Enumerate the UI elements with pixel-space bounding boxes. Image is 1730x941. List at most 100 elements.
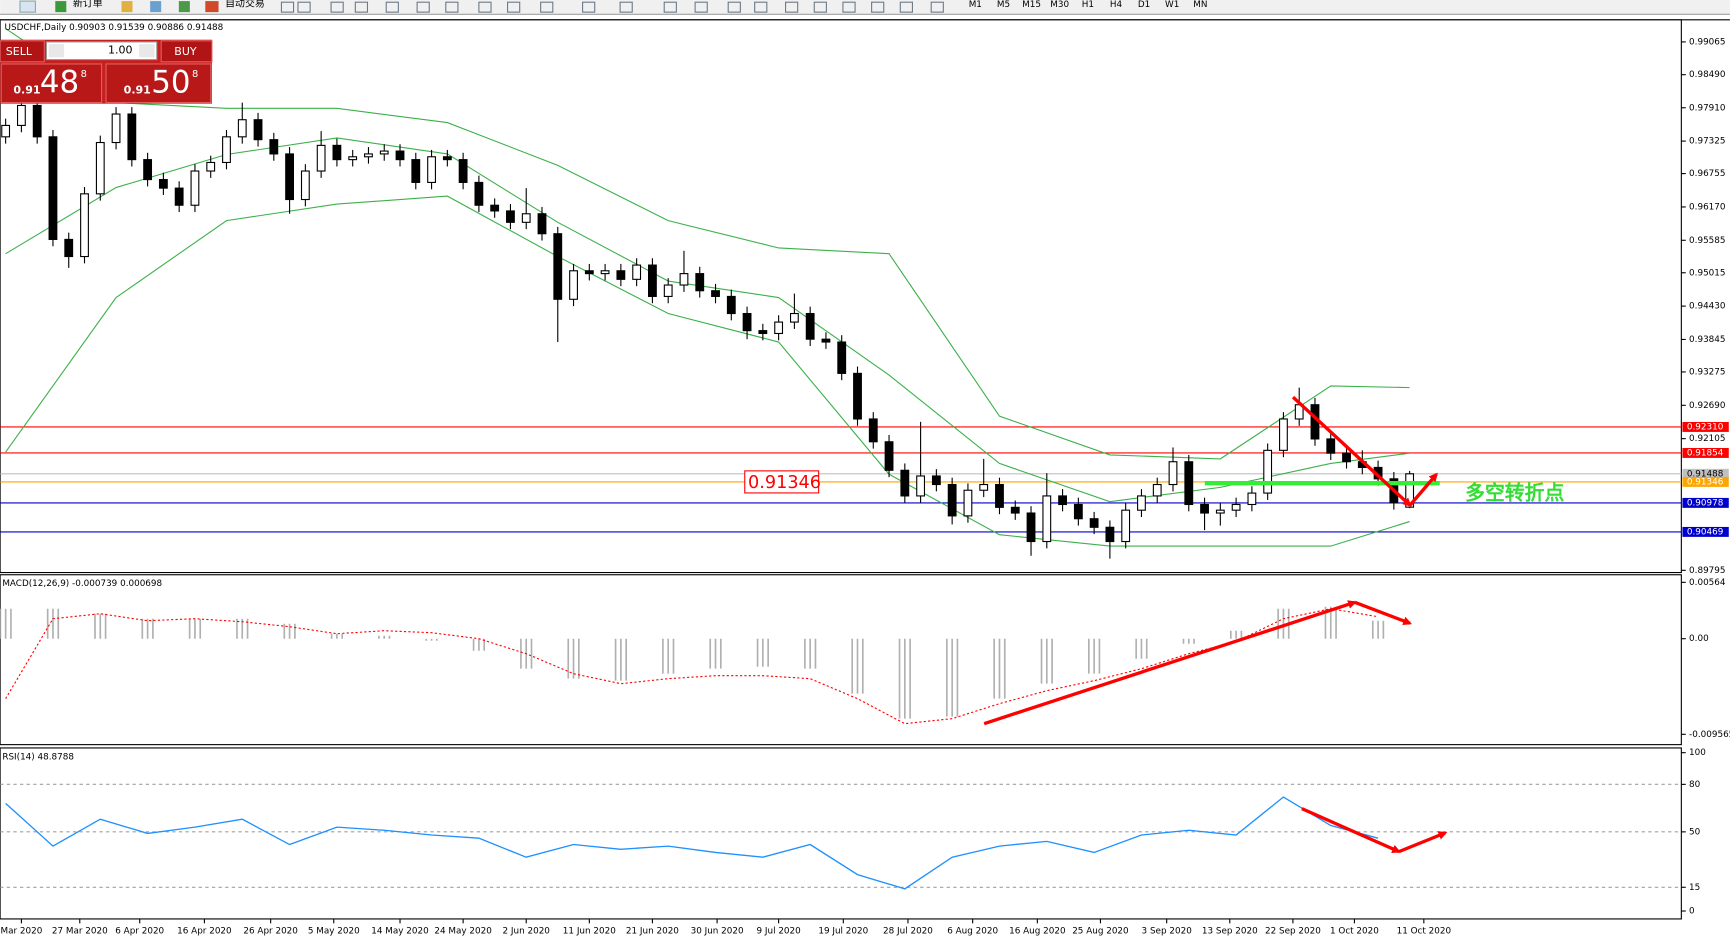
x-tick-label: 2 Jun 2020 (503, 927, 551, 937)
candle-body (1073, 503, 1083, 520)
arrow-up (1408, 472, 1438, 507)
timeframe-button[interactable]: H4 (1110, 0, 1123, 10)
x-tick-label: 9 Jul 2020 (756, 927, 801, 937)
candle-body (253, 119, 263, 141)
level-label-box (1682, 421, 1729, 432)
toolbar-icon[interactable] (785, 1, 799, 13)
x-tick-label: 26 Apr 2020 (243, 927, 298, 937)
ask-digits[interactable]: 50 (151, 64, 190, 100)
toolbar-icon[interactable] (150, 1, 162, 13)
toolbar-icon[interactable] (297, 1, 311, 13)
timeframe-button[interactable]: MN (1193, 0, 1207, 10)
macd-plot (0, 606, 1385, 725)
toolbar-icon[interactable] (178, 1, 190, 13)
toolbar-icon[interactable] (871, 1, 885, 13)
timeframe-button[interactable]: M30 (1050, 0, 1069, 10)
lots-down[interactable] (48, 44, 65, 58)
bid-pip[interactable]: 8 (81, 69, 87, 80)
lots-up[interactable] (139, 44, 155, 58)
bollinger-lower (5, 195, 1410, 547)
timeframe-button[interactable]: H1 (1082, 0, 1094, 10)
toolbar-icon[interactable] (121, 1, 133, 13)
toolbar-icon[interactable] (813, 1, 827, 13)
toolbar-icon[interactable] (619, 1, 633, 13)
toolbar-icon[interactable] (478, 1, 492, 13)
candle-body (537, 213, 547, 235)
toolbar-icon[interactable] (930, 1, 944, 13)
timeframe-button[interactable]: M1 (969, 0, 982, 10)
timeframe-button[interactable]: M5 (997, 0, 1010, 10)
toolbar-icon[interactable] (582, 1, 596, 13)
toolbar-icon[interactable] (445, 1, 459, 13)
new-order-icon[interactable] (55, 1, 67, 13)
candle-body (490, 204, 500, 212)
candle-body (1010, 506, 1020, 514)
timeframe-button[interactable]: M15 (1022, 0, 1041, 10)
toolbar-icon[interactable] (330, 1, 344, 13)
toolbar-icon[interactable] (540, 1, 554, 13)
buy-button[interactable] (160, 40, 213, 63)
auto-trading-icon[interactable] (205, 1, 219, 13)
level-label-box (1682, 468, 1729, 479)
candle-body (695, 273, 705, 292)
toolbar-icon[interactable] (416, 1, 430, 13)
ask-big[interactable]: 0.91 (124, 83, 151, 96)
y-tick-label: 0.00 (1689, 634, 1709, 644)
price-plot: 0.91346 (0, 28, 1682, 559)
candle-body (963, 489, 973, 517)
candle-body (553, 233, 563, 300)
auto-trading[interactable]: 自动交易 (225, 0, 265, 9)
y-tick-label: 80 (1689, 780, 1701, 790)
y-tick-label: -0.009565 (1689, 730, 1730, 740)
bid-big[interactable]: 0.91 (13, 83, 40, 96)
candle-body (1, 124, 11, 138)
candle-body (884, 441, 894, 471)
candle-body (679, 273, 689, 286)
toolbar-icon[interactable] (842, 1, 856, 13)
sell-label[interactable]: SELL (6, 45, 33, 58)
price-panel (0, 19, 1682, 574)
toolbar-icon[interactable] (727, 1, 741, 13)
bid-digits[interactable]: 48 (40, 64, 79, 100)
toolbar-icon[interactable] (507, 1, 521, 13)
toolbar-icon[interactable] (663, 1, 677, 13)
toolbar-icon[interactable] (354, 1, 369, 13)
bid-box[interactable] (0, 63, 103, 104)
candle-body (111, 113, 121, 144)
y-tick-label: 0.96170 (1689, 202, 1726, 212)
lots-input[interactable] (45, 41, 158, 61)
toolbar-icon[interactable] (694, 1, 708, 13)
toolbar-icon[interactable] (385, 1, 399, 13)
new-order[interactable]: 新订单 (73, 0, 103, 9)
toolbar-icon[interactable] (19, 0, 36, 13)
y-tick-label: 15 (1689, 883, 1700, 893)
lots-value[interactable]: 1.00 (108, 44, 133, 57)
buy-label[interactable]: BUY (174, 45, 197, 58)
candle-body (427, 156, 436, 183)
y-tick-label: 0.96755 (1689, 169, 1725, 179)
toolbar-icon[interactable] (280, 1, 295, 13)
sell-button[interactable] (0, 40, 45, 63)
y-tick-label: 0.97325 (1689, 137, 1725, 147)
candle-body (300, 170, 310, 201)
y-tick-label: 0.98490 (1689, 70, 1726, 80)
candle-body (506, 210, 515, 223)
arrow-down (1291, 395, 1412, 507)
timeframe-button[interactable]: W1 (1165, 0, 1179, 10)
y-tick-label: 0.97910 (1689, 103, 1726, 113)
x-tick-label: 16 Apr 2020 (177, 927, 232, 937)
toolbar (0, 0, 1730, 15)
timeframe-button[interactable]: D1 (1138, 0, 1150, 10)
candle-body (1058, 495, 1067, 506)
candle-body (474, 181, 484, 206)
toolbar-icon[interactable] (754, 1, 768, 13)
candle-body (663, 284, 673, 297)
toolbar-icon[interactable] (899, 1, 913, 13)
rsi-panel (0, 747, 1682, 920)
ask-pip[interactable]: 8 (192, 69, 198, 80)
candle-body (442, 156, 452, 161)
candle-body (837, 341, 847, 374)
rsi-arrow-up (1398, 831, 1448, 854)
ask-box[interactable] (105, 63, 212, 104)
